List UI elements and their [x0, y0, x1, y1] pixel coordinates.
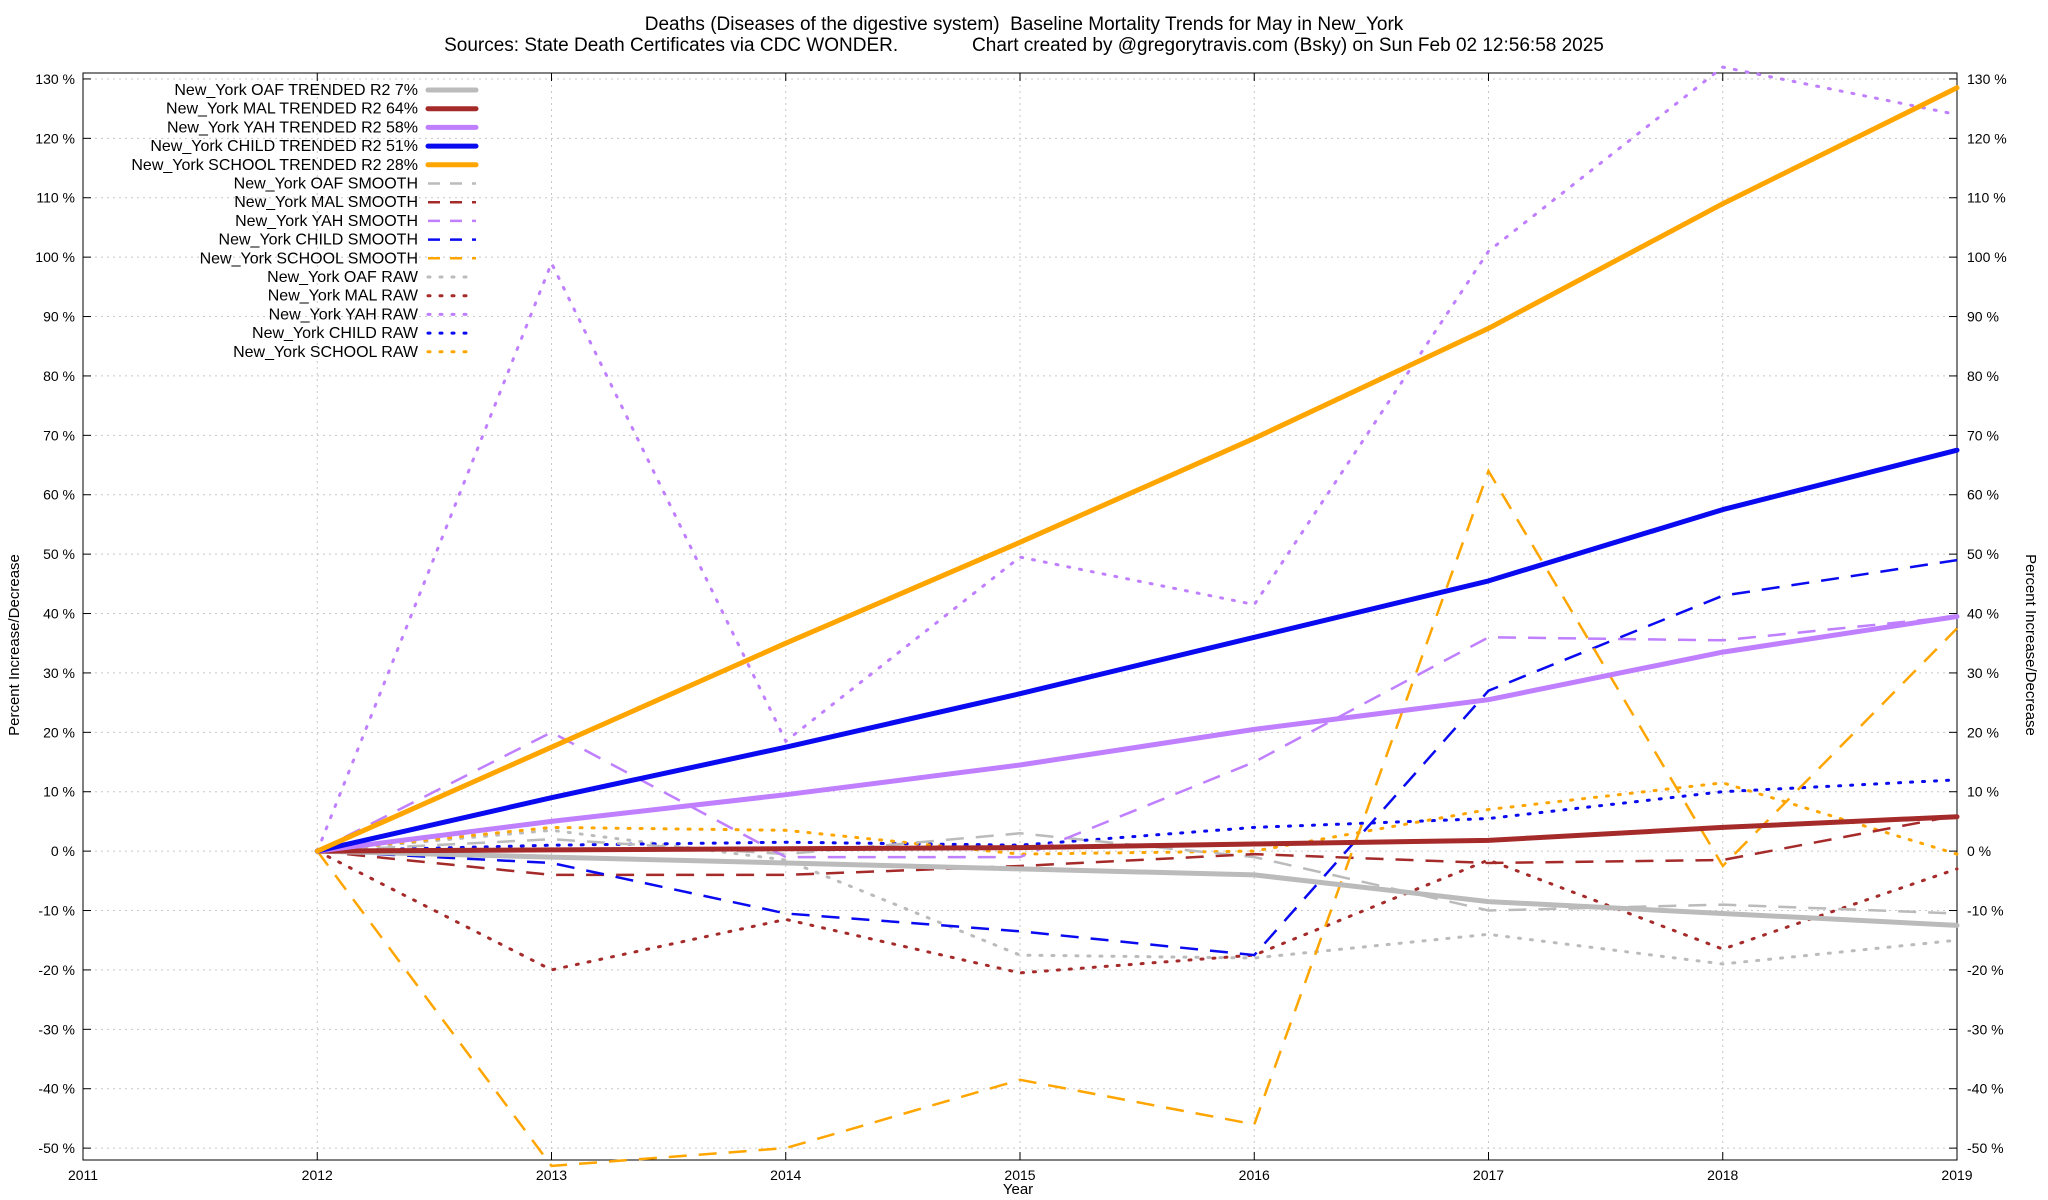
series-line-new-york-mal-trended-r2-64 [314, 814, 1960, 854]
series-line-new-york-oaf-raw [315, 828, 1959, 966]
legend-label: New_York OAF SMOOTH [234, 176, 418, 193]
y2-tick-label: 100 % [1967, 249, 2007, 265]
x-axis-label: Year [1003, 1181, 1033, 1198]
legend-label: New_York SCHOOL SMOOTH [200, 250, 418, 267]
y2-tick-label: 60 % [1967, 487, 1999, 503]
legend-label: New_York OAF RAW [267, 269, 419, 286]
axes: 130 % 130 % 120 % 120 % 110 % 110 % 100 % 100 %… [35, 71, 2006, 1183]
y-tick-label: 40 % [43, 606, 75, 622]
y-tick-label: 0 % [51, 843, 75, 859]
y-tick-label: -40 % [38, 1081, 75, 1097]
y-tick-label: 100 % [35, 249, 75, 265]
grid [82, 73, 1958, 1160]
y2-axis-label: Percent Increase/Decrease [2022, 554, 2039, 736]
series-line-new-york-yah-raw [315, 65, 1959, 853]
series-line-new-york-child-trended-r2-51 [314, 447, 1960, 854]
legend-label: New_York OAF TRENDED R2 7% [174, 82, 418, 99]
y-tick-label: 70 % [43, 427, 75, 443]
y-tick-label: 120 % [35, 130, 75, 146]
y2-tick-label: -20 % [1967, 962, 2004, 978]
y-tick-label: 20 % [43, 724, 75, 740]
legend-label: New_York MAL TRENDED R2 64% [166, 101, 418, 118]
x-tick-label: 2011 [68, 1167, 98, 1183]
y-tick-label: 50 % [43, 546, 75, 562]
y-tick-label: 60 % [43, 487, 75, 503]
y2-tick-label: 90 % [1967, 309, 1999, 325]
x-tick-label: 2013 [536, 1167, 567, 1183]
series-line-new-york-school-smooth [316, 468, 1958, 1168]
legend-label: New_York MAL SMOOTH [234, 194, 418, 211]
y-tick-label: -30 % [38, 1021, 75, 1037]
y2-tick-label: 110 % [1967, 190, 2006, 206]
series-line-new-york-child-raw [315, 778, 1959, 853]
series-line-new-york-child-smooth [317, 558, 1958, 957]
series-line-new-york-mal-smooth [317, 814, 1958, 877]
y-tick-label: -10 % [38, 903, 75, 919]
y-tick-label: 90 % [43, 309, 75, 325]
y2-tick-label: 20 % [1967, 724, 1999, 740]
y2-tick-label: 130 % [1967, 71, 2007, 87]
series-line-new-york-yah-smooth [316, 615, 1958, 859]
series-line-new-york-mal-raw [315, 849, 1959, 975]
series-lines [314, 65, 1960, 1168]
y2-tick-label: 50 % [1967, 546, 1999, 562]
x-tick-label: 2017 [1473, 1167, 1504, 1183]
x-tick-label: 2016 [1239, 1167, 1270, 1183]
x-tick-label: 2015 [1004, 1167, 1035, 1183]
y-tick-label: 30 % [43, 665, 75, 681]
y2-tick-label: 10 % [1967, 784, 1999, 800]
legend-label: New_York CHILD RAW [252, 325, 419, 342]
y2-tick-label: 120 % [1967, 130, 2007, 146]
legend: New_York OAF TRENDED R2 7% New_York MAL T… [131, 82, 479, 361]
y-tick-label: 130 % [35, 71, 75, 87]
legend-label: New_York YAH RAW [269, 306, 419, 323]
legend-label: New_York CHILD SMOOTH [219, 232, 418, 249]
chart-title: Deaths (Diseases of the digestive system… [644, 14, 1404, 35]
y2-tick-label: -30 % [1967, 1021, 2004, 1037]
series-line-new-york-school-trended-r2-28 [314, 85, 1960, 854]
y2-tick-label: -40 % [1967, 1081, 2004, 1097]
legend-label: New_York YAH SMOOTH [235, 213, 418, 230]
y-tick-label: -50 % [38, 1140, 75, 1156]
y-tick-label: 110 % [36, 190, 75, 206]
y2-tick-label: 0 % [1967, 843, 1991, 859]
y-tick-label: 80 % [43, 368, 75, 384]
x-tick-label: 2014 [770, 1167, 801, 1183]
y2-tick-label: -10 % [1967, 903, 2004, 919]
x-tick-label: 2019 [1941, 1167, 1972, 1183]
legend-label: New_York YAH TRENDED R2 58% [167, 119, 418, 136]
y2-tick-label: 80 % [1967, 368, 1999, 384]
chart-subtitle: Sources: State Death Certificates via CD… [444, 35, 1604, 56]
x-tick-label: 2012 [302, 1167, 333, 1183]
y2-tick-label: 30 % [1967, 665, 1999, 681]
legend-label: New_York SCHOOL RAW [233, 344, 419, 361]
legend-label: New_York SCHOOL TRENDED R2 28% [131, 157, 418, 174]
y-tick-label: 10 % [43, 784, 75, 800]
series-line-new-york-yah-trended-r2-58 [314, 614, 1960, 854]
legend-label: New_York MAL RAW [268, 288, 419, 305]
y2-tick-label: 40 % [1967, 606, 1999, 622]
x-tick-label: 2018 [1707, 1167, 1738, 1183]
y-tick-label: -20 % [38, 962, 75, 978]
legend-label: New_York CHILD TRENDED R2 51% [150, 138, 418, 155]
y-axis-label: Percent Increase/Decrease [6, 554, 23, 736]
y2-tick-label: 70 % [1967, 427, 1999, 443]
series-line-new-york-oaf-trended-r2-7 [314, 848, 1960, 928]
y2-tick-label: -50 % [1967, 1140, 2004, 1156]
